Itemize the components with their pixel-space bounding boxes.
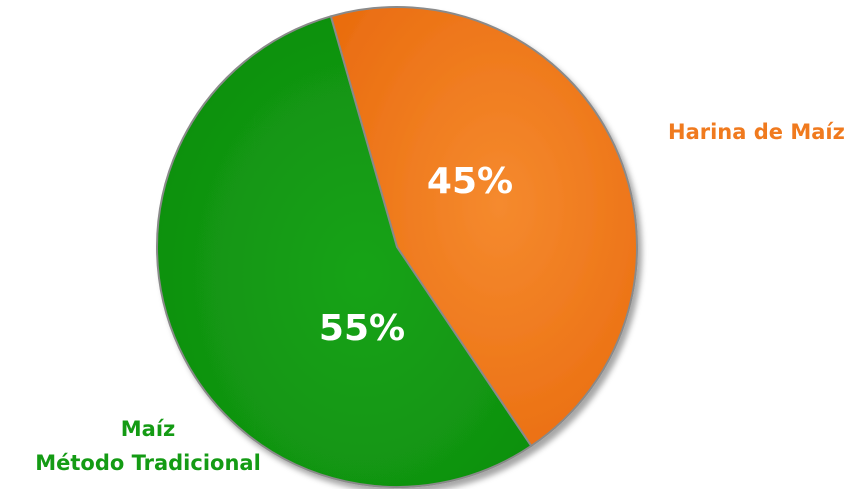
slice-value-label-45: 45% — [427, 161, 513, 202]
pie-slices — [156, 6, 638, 488]
slice-maiz-metodo-tradicional — [156, 15, 533, 488]
slice-value-label-55: 55% — [319, 308, 405, 349]
label-harina-de-maiz: Harina de Maíz — [668, 120, 845, 144]
label-maiz-line2: Método Tradicional — [35, 451, 261, 475]
pie-slice-labels: 45% 55% — [319, 161, 513, 349]
label-maiz-line1: Maíz — [120, 417, 176, 441]
label-maiz-metodo-tradicional: Maíz Método Tradicional — [24, 412, 272, 480]
slice-harina-de-maiz — [329, 6, 638, 447]
